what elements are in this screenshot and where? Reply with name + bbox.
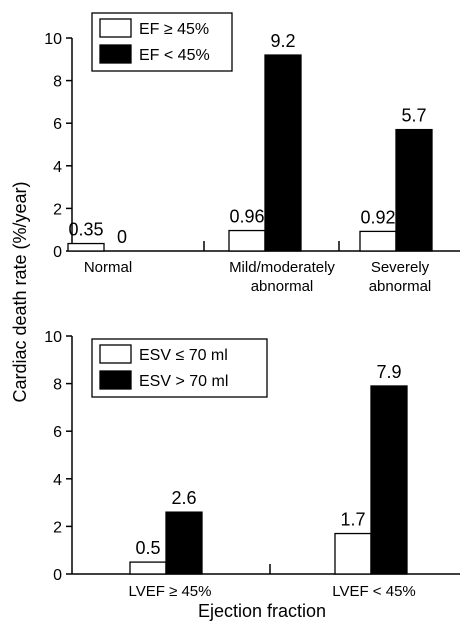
data-label: 0.92 <box>360 207 395 227</box>
y-tick-label: 8 <box>53 74 62 91</box>
data-label: 0.5 <box>135 538 160 558</box>
bar <box>165 511 203 575</box>
legend-label: EF ≥ 45% <box>139 21 209 38</box>
bar <box>129 561 167 575</box>
legend-swatch <box>99 44 132 64</box>
legend: EF ≥ 45% EF < 45% <box>91 12 233 72</box>
legend-swatch <box>99 18 132 38</box>
bar <box>359 230 397 252</box>
y-tick-label: 0 <box>53 244 62 261</box>
legend: ESV ≤ 70 ml ESV > 70 ml <box>91 338 268 398</box>
y-tick-label: 2 <box>53 519 62 536</box>
category-label: Normal <box>84 259 132 276</box>
y-axis-title: Cardiac death rate (%/year) <box>10 181 30 402</box>
y-tick-label: 10 <box>44 31 62 48</box>
y-tick-label: 6 <box>53 424 62 441</box>
bar <box>228 229 266 252</box>
y-tick-label: 2 <box>53 201 62 218</box>
y-tick-label: 8 <box>53 377 62 394</box>
bar <box>370 385 408 575</box>
category-label: Mild/moderately abnormal <box>229 259 335 295</box>
data-label: 5.7 <box>401 106 426 126</box>
category-label: Severely abnormal <box>369 259 432 295</box>
bar <box>264 54 302 252</box>
x-axis-title: Ejection fraction <box>198 601 326 621</box>
y-tick-label: 0 <box>53 567 62 584</box>
data-label: 0.96 <box>229 207 264 227</box>
category-label: LVEF ≥ 45% <box>129 583 212 600</box>
y-tick-label: 10 <box>44 329 62 346</box>
y-tick-label: 4 <box>53 472 62 489</box>
data-label: 1.7 <box>340 510 365 530</box>
data-label: 9.2 <box>270 31 295 51</box>
bar <box>67 242 105 252</box>
data-label: 2.6 <box>171 488 196 508</box>
legend-label: ESV > 70 ml <box>139 373 228 390</box>
legend-swatch <box>99 344 132 364</box>
bar <box>334 532 372 575</box>
legend-swatch <box>99 370 132 390</box>
y-tick-label: 4 <box>53 159 62 176</box>
data-label: 0.35 <box>68 220 103 240</box>
legend-label: EF < 45% <box>139 47 210 64</box>
legend-label: ESV ≤ 70 ml <box>139 347 228 364</box>
data-label: 7.9 <box>376 362 401 382</box>
chart-bottom: 0 2 4 6 8 10 0.5 2.6 LVEF ≥ 45% 1.7 7.9 LVEF < 45% E… <box>44 329 460 600</box>
y-tick-label: 6 <box>53 116 62 133</box>
category-label: LVEF < 45% <box>332 583 416 600</box>
chart-top: 0 2 4 6 8 10 0.35 0 Normal 0.96 9.2 Mild/moderately… <box>44 12 460 295</box>
bar <box>395 128 433 252</box>
data-label: 0 <box>117 227 127 247</box>
